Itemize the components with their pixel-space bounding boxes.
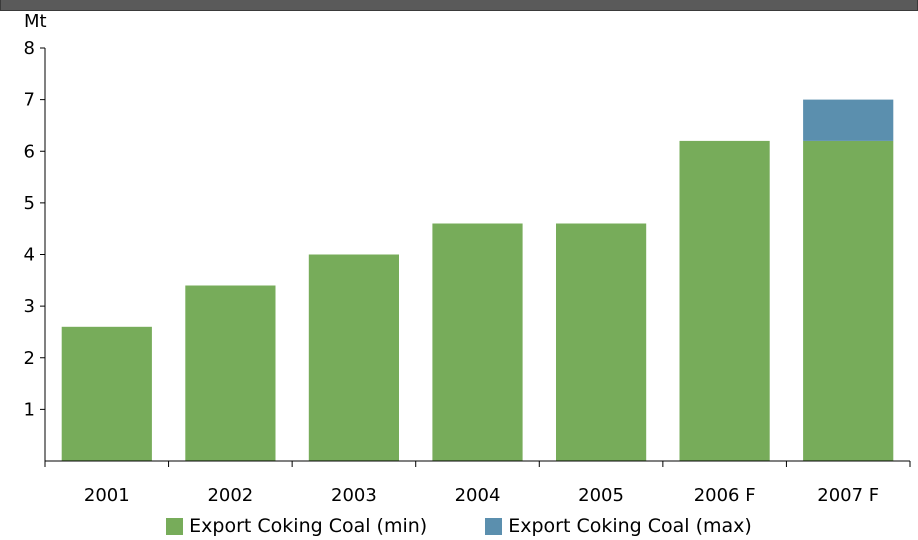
y-tick-label: 1 [24, 399, 35, 420]
bar-max-2007-f [803, 99, 894, 141]
y-tick-labels: 1 2 3 4 5 6 7 8 [24, 38, 35, 420]
x-tick-label: 2007 F [817, 485, 879, 506]
y-tick-label: 7 [24, 90, 35, 111]
bar-min-2002 [185, 285, 276, 461]
legend-label-max: Export Coking Coal (max) [508, 515, 752, 537]
bar-min-2001 [61, 326, 152, 461]
legend-swatch-min [166, 517, 184, 535]
y-tick-label: 3 [24, 296, 35, 317]
bars-group [61, 99, 894, 461]
y-axis-unit-label: Mt [24, 11, 47, 32]
x-tick-labels: 2001 2002 2003 2004 2005 2006 F 2007 F [84, 485, 879, 506]
y-tick-label: 4 [24, 245, 35, 266]
bar-min-2005 [556, 223, 647, 461]
legend-swatch-max [485, 517, 503, 535]
legend-label-min: Export Coking Coal (min) [189, 515, 428, 537]
bar-min-2006-f [679, 140, 770, 461]
legend-item-min: Export Coking Coal (min) [166, 515, 427, 537]
x-tick-label: 2006 F [694, 485, 756, 506]
bar-min-2003 [308, 254, 399, 461]
legend-item-max: Export Coking Coal (max) [485, 515, 752, 537]
axes-group [40, 47, 911, 467]
x-tick-label: 2001 [84, 485, 130, 506]
y-tick-label: 6 [24, 141, 35, 162]
y-tick-label: 8 [24, 38, 35, 59]
x-tick-label: 2005 [578, 485, 624, 506]
bar-min-2007-f [803, 140, 894, 461]
x-tick-label: 2004 [455, 485, 501, 506]
bar-min-2004 [432, 223, 523, 461]
legend: Export Coking Coal (min) Export Coking C… [0, 514, 918, 538]
x-tick-label: 2003 [331, 485, 377, 506]
y-tick-label: 5 [24, 193, 35, 214]
x-tick-label: 2002 [207, 485, 253, 506]
y-tick-label: 2 [24, 348, 35, 369]
